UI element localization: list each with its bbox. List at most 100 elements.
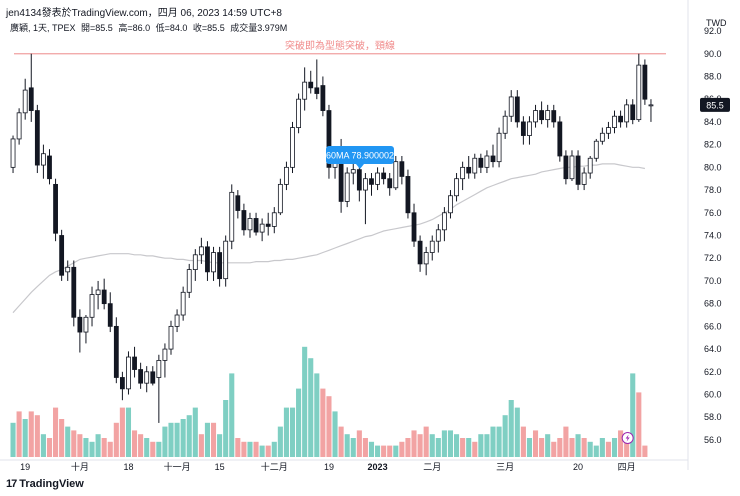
candle-body	[520, 121, 526, 136]
volume-bar	[368, 441, 375, 457]
volume-bar	[296, 388, 302, 457]
y-tick-label: 90.0	[704, 49, 722, 59]
last-price-marker	[700, 97, 730, 112]
candle-body	[423, 252, 429, 265]
candle-body	[205, 246, 210, 273]
open-value: 開=85.5	[81, 23, 113, 33]
symbol-info: 廣穎, 1天, TPEX 開=85.5 高=86.0 低=84.0 收=85.5…	[10, 21, 290, 34]
tradingview-logo[interactable]: 17 TradingView	[6, 478, 84, 490]
volume-bar	[338, 426, 344, 457]
candle-body	[107, 303, 113, 327]
y-tick-label: 64.0	[704, 344, 722, 354]
x-tick-label: 20	[573, 462, 583, 472]
candle-body	[150, 371, 156, 384]
candle-body	[77, 316, 83, 333]
volume-bar	[95, 434, 101, 457]
volume-bar	[22, 419, 28, 457]
candle-body	[399, 161, 405, 177]
x-tick-label: 二月	[423, 462, 441, 472]
volume-bar	[65, 426, 71, 457]
candle-body	[296, 98, 301, 128]
volume-bar	[83, 438, 89, 457]
volume-bar	[405, 438, 411, 457]
y-tick-label: 84.0	[704, 117, 722, 127]
volume-bar	[502, 415, 508, 457]
candle-body	[277, 183, 283, 214]
high-value: 高=86.0	[118, 23, 151, 33]
volume-bar	[156, 441, 162, 457]
volume-bar	[532, 430, 539, 457]
volume-bar	[423, 426, 429, 457]
volume-bar	[289, 407, 296, 457]
candle-body	[271, 212, 277, 227]
volume-bar	[332, 411, 338, 457]
candle-body	[241, 210, 247, 231]
candle-body	[326, 110, 332, 168]
volume-bar	[551, 441, 557, 457]
x-tick-label: 15	[215, 462, 225, 472]
volume-bar	[545, 434, 551, 457]
candle-body	[126, 356, 131, 390]
y-tick-label: 74.0	[704, 231, 722, 241]
candle-body	[144, 371, 150, 384]
volume-bar	[10, 422, 16, 457]
volume-bar	[514, 407, 520, 457]
x-tick-label: 十二月	[261, 461, 288, 472]
candle-body	[502, 115, 508, 134]
volume-bar	[144, 438, 150, 457]
volume-bar	[241, 441, 247, 457]
candle-body	[460, 166, 466, 180]
x-tick-label: 2023	[368, 462, 388, 472]
candle-body	[381, 172, 387, 180]
candle-body	[229, 191, 235, 242]
candle-body	[156, 360, 162, 378]
candle-body	[53, 183, 58, 234]
volume-bar	[587, 441, 593, 457]
volume-bar	[478, 434, 484, 457]
candle-body	[624, 104, 630, 123]
y-tick-label: 82.0	[704, 140, 722, 150]
candle-body	[606, 127, 611, 134]
volume-bar	[138, 434, 144, 457]
volume-bar	[490, 426, 496, 457]
candle-body	[593, 140, 599, 159]
candle-body	[393, 161, 399, 189]
volume-bar	[46, 438, 53, 457]
ma60-line	[12, 163, 646, 314]
volume-bar	[198, 434, 204, 457]
volume-bar	[314, 373, 320, 457]
volume-bar	[636, 392, 642, 457]
volume-bar	[308, 358, 314, 457]
volume-bar	[618, 430, 624, 457]
x-tick-label: 18	[123, 462, 133, 472]
volume-bar	[356, 430, 362, 457]
volume-bar	[375, 445, 381, 457]
candle-body	[71, 266, 77, 318]
volume-bar	[387, 445, 393, 457]
candle-body	[411, 212, 417, 242]
volume-bar	[89, 441, 95, 457]
candle-body	[375, 172, 380, 185]
candle-body	[514, 96, 520, 123]
volume-bar	[642, 445, 648, 457]
volume-bar	[192, 407, 198, 457]
candle-body	[533, 110, 538, 123]
candle-body	[265, 223, 271, 227]
candle-body	[454, 178, 459, 197]
volume-bar	[496, 426, 502, 457]
ma-label-text: 60MA 78.900002	[326, 151, 394, 161]
last-price-label: 85.5	[706, 100, 724, 110]
volume-bar	[271, 441, 277, 457]
volume-bar	[131, 430, 138, 457]
candle-body	[253, 218, 259, 233]
candle-body	[28, 87, 34, 111]
volume-bar	[119, 407, 125, 457]
volume-bar	[107, 441, 113, 457]
volume-bar	[259, 445, 265, 457]
volume-bar	[381, 445, 387, 457]
candle-body	[417, 240, 423, 265]
volume-bar	[174, 422, 180, 457]
volume-bar	[283, 407, 289, 457]
candle-body	[581, 172, 587, 185]
